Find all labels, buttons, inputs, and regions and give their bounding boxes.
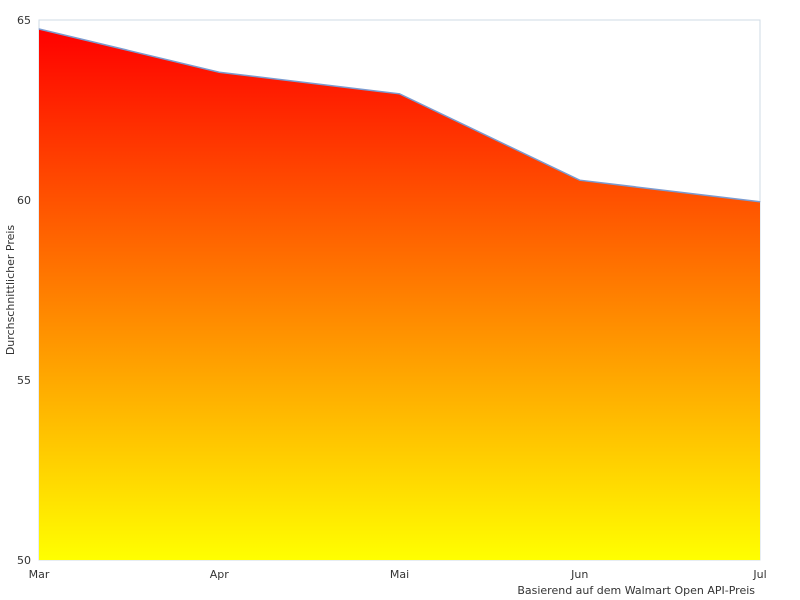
y-tick-label-55: 55 (17, 374, 31, 387)
data-point-jun (579, 179, 581, 181)
x-tick-label-jul: Jul (752, 568, 766, 581)
chart-credit: Basierend auf dem Walmart Open API-Preis (517, 584, 755, 597)
x-tick-label-mar: Mar (29, 568, 50, 581)
y-tick-label-60: 60 (17, 194, 31, 207)
data-point-jul (759, 201, 761, 203)
x-axis: Mar Apr Mai Jun Jul (29, 568, 767, 581)
x-tick-label-jun: Jun (570, 568, 588, 581)
y-axis-title: Durchschnittlicher Preis (4, 225, 17, 356)
area-series (38, 28, 761, 560)
y-tick-label-50: 50 (17, 554, 31, 567)
data-point-mai (399, 93, 400, 95)
x-tick-label-apr: Apr (210, 568, 230, 581)
data-point-mar (38, 28, 40, 30)
x-tick-label-mai: Mai (390, 568, 409, 581)
area-fill (39, 29, 760, 560)
data-point-apr (218, 71, 220, 73)
y-axis: 50 55 60 65 (17, 14, 31, 567)
y-tick-label-65: 65 (17, 14, 31, 27)
